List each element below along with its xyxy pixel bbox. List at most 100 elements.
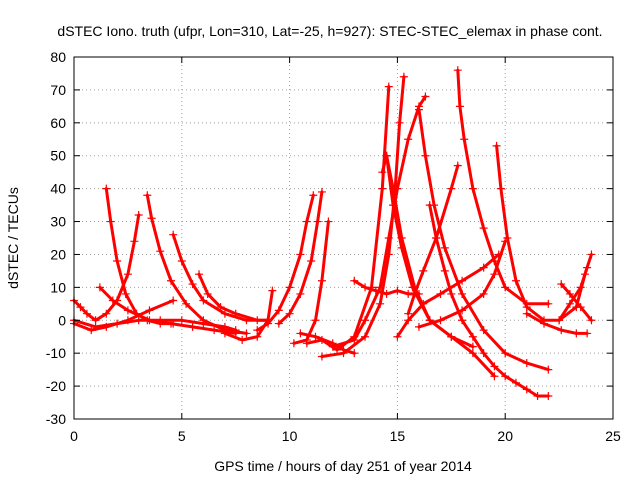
series-arc11 <box>274 187 326 328</box>
data-point <box>350 349 359 358</box>
x-tick-label: 0 <box>70 428 78 444</box>
data-point <box>440 243 449 252</box>
x-tick-label: 10 <box>282 428 298 444</box>
series-line <box>255 193 315 332</box>
data-point <box>479 263 488 272</box>
y-tick-label: -10 <box>46 345 66 361</box>
data-point <box>397 243 406 252</box>
data-point <box>492 141 501 150</box>
data-point <box>285 283 294 292</box>
x-axis-label: GPS time / hours of day 251 of year 2014 <box>214 458 472 474</box>
data-point <box>376 299 385 308</box>
y-tick-label: 20 <box>50 246 66 262</box>
data-point <box>350 276 359 285</box>
y-tick-label: -30 <box>46 411 66 427</box>
data-point <box>479 349 488 358</box>
data-point <box>169 230 178 239</box>
data-point <box>123 270 132 279</box>
data-point <box>501 283 510 292</box>
data-point <box>587 250 596 259</box>
data-point <box>460 135 469 144</box>
data-point <box>576 303 585 312</box>
data-point <box>378 168 387 177</box>
data-point <box>458 306 467 315</box>
data-point <box>309 191 318 200</box>
data-point <box>87 326 96 335</box>
data-point <box>216 303 225 312</box>
data-point <box>501 372 510 381</box>
series-arc29 <box>350 276 423 298</box>
series-line <box>456 68 550 306</box>
plot-frame <box>73 56 614 420</box>
data-point <box>302 339 311 348</box>
data-point <box>479 326 488 335</box>
axes: -30 -20 -10 0 10 20 30 40 50 60 70 80 0 5 10 15 20 25 <box>46 49 621 444</box>
data-point <box>468 332 477 341</box>
data-point <box>82 309 91 318</box>
data-point <box>274 306 283 315</box>
data-point <box>195 270 204 279</box>
data-point <box>102 322 111 331</box>
data-point <box>253 326 262 335</box>
data-point <box>317 187 326 196</box>
data-point <box>447 184 456 193</box>
series-arc20 <box>453 66 553 308</box>
data-point <box>511 276 520 285</box>
data-point <box>376 283 385 292</box>
data-point <box>167 276 176 285</box>
data-point <box>393 332 402 341</box>
data-point <box>419 299 428 308</box>
series-arc12 <box>289 217 333 348</box>
data-point <box>302 217 311 226</box>
series-arc19 <box>414 105 553 374</box>
data-point <box>317 276 326 285</box>
data-point <box>453 161 462 170</box>
data-point <box>540 319 549 328</box>
data-point <box>311 332 320 341</box>
data-point <box>285 309 294 318</box>
data-point <box>432 234 441 242</box>
data-point <box>419 266 428 275</box>
data-point <box>565 289 574 298</box>
data-point <box>361 283 370 292</box>
data-point <box>436 289 445 298</box>
data-point <box>544 391 553 400</box>
series-arc10 <box>253 191 318 335</box>
data-point <box>145 306 154 315</box>
series-line <box>292 220 330 345</box>
data-point <box>324 217 333 226</box>
data-point <box>102 184 111 193</box>
series-arc18 <box>382 151 477 351</box>
series-line <box>406 164 460 316</box>
data-point <box>447 332 456 341</box>
y-axis-label: dSTEC / TECUs <box>5 187 21 289</box>
data-point <box>102 309 111 318</box>
series-arc28 <box>522 309 592 338</box>
data-point <box>501 349 510 358</box>
data-point <box>404 135 413 144</box>
series-line <box>72 299 175 332</box>
data-point <box>414 289 423 298</box>
data-point <box>384 234 393 242</box>
data-point <box>557 280 566 289</box>
data-point <box>134 316 143 325</box>
data-point <box>361 316 370 325</box>
y-tick-label: 60 <box>50 115 66 131</box>
data-point <box>511 378 520 387</box>
data-point <box>121 289 130 298</box>
data-point <box>199 319 208 328</box>
data-point <box>220 309 229 318</box>
x-tick-label: 5 <box>178 428 186 444</box>
data-point <box>522 309 531 318</box>
data-point <box>583 329 592 338</box>
data-point <box>296 289 305 298</box>
data-point <box>177 257 186 266</box>
series-line <box>525 312 589 335</box>
data-point <box>382 289 391 298</box>
data-point <box>289 339 298 348</box>
data-point <box>425 201 434 210</box>
data-point <box>108 296 117 305</box>
series-line <box>428 203 550 398</box>
data-point <box>533 391 542 400</box>
